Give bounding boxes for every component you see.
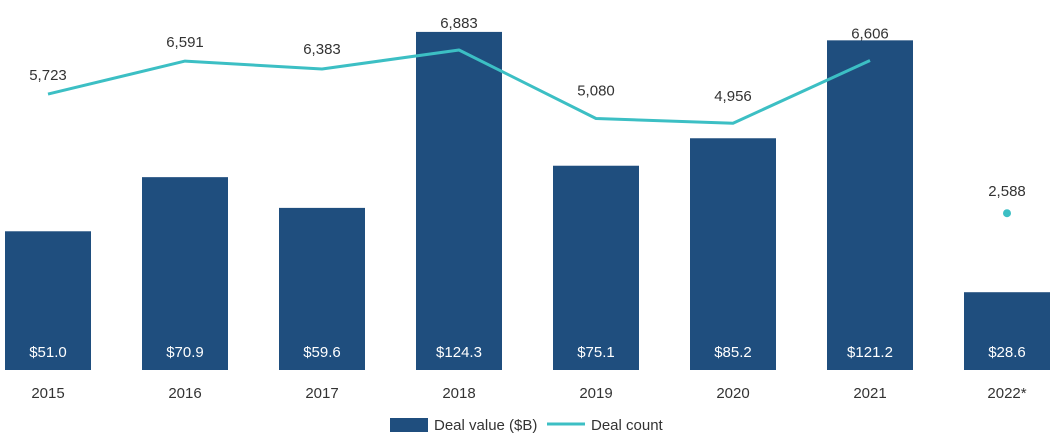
count-label-2018: 6,883 bbox=[440, 15, 478, 32]
deal-count-point-2022* bbox=[1003, 209, 1011, 218]
deal-count-line bbox=[47, 48, 871, 125]
bar-label-2022*: $28.6 bbox=[988, 344, 1026, 361]
bar-value-labels: $51.0 $70.9 $59.6 $124.3 $75.1 $85.2 $121.2 $28… bbox=[29, 344, 1026, 361]
x-tick-2021: 2021 bbox=[853, 385, 886, 402]
count-label-2016: 6,591 bbox=[166, 34, 204, 51]
bar-2015 bbox=[5, 231, 91, 370]
bar-2016 bbox=[142, 177, 228, 370]
x-tick-2019: 2019 bbox=[579, 385, 612, 402]
bar-2017 bbox=[279, 207, 365, 370]
count-label-2015: 5,723 bbox=[29, 67, 67, 84]
count-label-2022*: 2,588 bbox=[988, 183, 1026, 200]
bar-2019 bbox=[553, 165, 639, 370]
chart-legend: Deal value ($B) Deal count bbox=[390, 417, 664, 434]
x-tick-2022*: 2022* bbox=[987, 385, 1026, 402]
x-tick-2017: 2017 bbox=[305, 385, 338, 402]
line-series-deal-count bbox=[47, 48, 1011, 218]
bar-label-2017: $59.6 bbox=[303, 344, 341, 361]
legend-label-deal-count: Deal count bbox=[591, 417, 664, 434]
bar-label-2015: $51.0 bbox=[29, 344, 67, 361]
bar-2022* bbox=[964, 292, 1050, 370]
count-label-2019: 5,080 bbox=[577, 83, 615, 100]
bar-label-2019: $75.1 bbox=[577, 344, 615, 361]
x-tick-2016: 2016 bbox=[168, 385, 201, 402]
x-tick-2018: 2018 bbox=[442, 385, 475, 402]
bar-2020 bbox=[690, 138, 776, 370]
bar-label-2018: $124.3 bbox=[436, 344, 482, 361]
x-tick-2015: 2015 bbox=[31, 385, 64, 402]
count-label-2021: 6,606 bbox=[851, 26, 889, 43]
bar-label-2021: $121.2 bbox=[847, 344, 893, 361]
bar-2021 bbox=[827, 40, 913, 370]
legend-label-deal-value: Deal value ($B) bbox=[434, 417, 537, 434]
bar-label-2020: $85.2 bbox=[714, 344, 752, 361]
legend-swatch-deal-value bbox=[390, 418, 428, 432]
bar-2018 bbox=[416, 31, 502, 371]
bar-series-deal-value bbox=[5, 31, 1050, 371]
x-tick-2020: 2020 bbox=[716, 385, 749, 402]
x-axis-tick-labels: 2015 2016 2017 2018 2019 2020 2021 2022* bbox=[31, 385, 1026, 402]
bar-label-2016: $70.9 bbox=[166, 344, 204, 361]
deal-count-labels: 5,723 6,591 6,383 6,883 5,080 4,956 6,606 2,588 bbox=[29, 15, 1026, 200]
count-label-2020: 4,956 bbox=[714, 88, 752, 105]
count-label-2017: 6,383 bbox=[303, 41, 341, 58]
